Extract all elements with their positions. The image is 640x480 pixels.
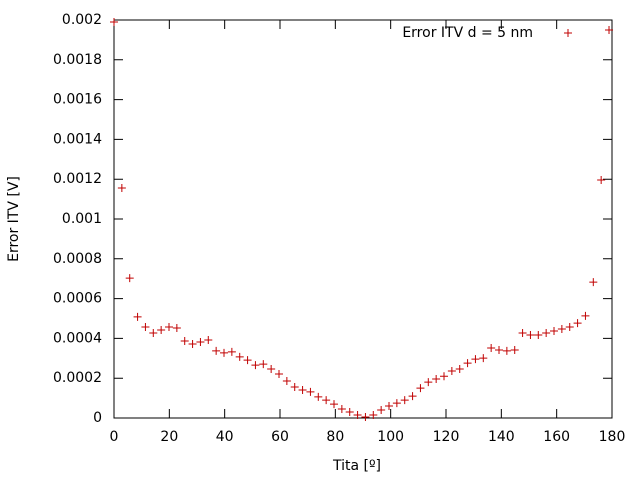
point — [330, 400, 339, 409]
y-tick-label: 0.0008 — [53, 251, 102, 267]
point — [424, 378, 433, 387]
point — [416, 384, 425, 393]
point — [385, 402, 394, 411]
point — [550, 327, 559, 336]
point — [392, 399, 401, 408]
point — [157, 326, 166, 335]
point — [463, 359, 472, 368]
point — [117, 183, 126, 192]
point — [141, 323, 150, 332]
point — [361, 413, 370, 422]
point — [125, 274, 134, 283]
x-tick-label: 80 — [326, 429, 344, 445]
x-axis-label: Tita [º] — [332, 458, 381, 474]
y-tick-label: 0.0004 — [53, 330, 102, 346]
legend-label: Error ITV d = 5 nm — [402, 25, 533, 41]
point — [188, 339, 197, 348]
point — [314, 392, 323, 401]
y-tick-label: 0.0014 — [53, 131, 102, 147]
point — [369, 411, 378, 420]
x-tick-label: 100 — [377, 429, 404, 445]
point — [267, 365, 276, 374]
y-tick-label: 0.001 — [62, 211, 102, 227]
point — [510, 345, 519, 354]
point — [165, 323, 174, 332]
point — [542, 329, 551, 338]
point — [479, 354, 488, 363]
point — [227, 347, 236, 356]
y-tick-label: 0.0016 — [53, 92, 102, 108]
point — [149, 329, 158, 338]
point — [408, 392, 417, 401]
point — [235, 352, 244, 361]
point — [196, 337, 205, 346]
x-tick-label: 60 — [271, 429, 289, 445]
legend-marker — [564, 29, 572, 37]
point — [495, 345, 504, 354]
point — [322, 396, 331, 405]
y-tick-label: 0.0002 — [53, 370, 102, 386]
point — [337, 405, 346, 414]
point — [133, 312, 142, 321]
x-tick-label: 20 — [160, 429, 178, 445]
y-tick-label: 0.002 — [62, 12, 102, 28]
x-tick-label: 120 — [433, 429, 460, 445]
point — [605, 25, 614, 34]
point — [251, 361, 260, 370]
point — [180, 336, 189, 345]
point — [534, 331, 543, 340]
point — [345, 408, 354, 417]
y-axis-label: Error ITV [V] — [6, 176, 22, 262]
x-tick-label: 180 — [599, 429, 626, 445]
point — [581, 311, 590, 320]
point — [400, 396, 409, 405]
x-tick-label: 0 — [110, 429, 119, 445]
point — [502, 346, 511, 355]
point — [526, 331, 535, 340]
point — [290, 382, 299, 391]
point — [557, 325, 566, 334]
point — [565, 323, 574, 332]
point — [597, 175, 606, 184]
plot-frame — [113, 19, 613, 419]
point — [447, 367, 456, 376]
point — [204, 335, 213, 344]
point — [440, 372, 449, 381]
point — [432, 374, 441, 383]
x-tick-label: 40 — [216, 429, 234, 445]
point — [518, 329, 527, 338]
x-tick-label: 160 — [543, 429, 570, 445]
point — [275, 370, 284, 379]
y-tick-label: 0.0018 — [53, 52, 102, 68]
point — [306, 387, 315, 396]
point — [212, 346, 221, 355]
point — [298, 385, 307, 394]
point — [220, 348, 229, 357]
point — [487, 343, 496, 352]
y-tick-label: 0.0012 — [53, 171, 102, 187]
point — [353, 411, 362, 420]
point — [455, 365, 464, 374]
point — [573, 319, 582, 328]
point — [243, 356, 252, 365]
point — [377, 406, 386, 415]
point — [589, 278, 598, 287]
y-tick-label: 0.0006 — [53, 291, 102, 307]
point — [172, 324, 181, 333]
x-tick-label: 140 — [488, 429, 515, 445]
point — [110, 17, 118, 26]
point — [259, 360, 268, 369]
point — [282, 376, 291, 385]
point — [471, 355, 480, 364]
y-tick-label: 0 — [93, 410, 102, 426]
